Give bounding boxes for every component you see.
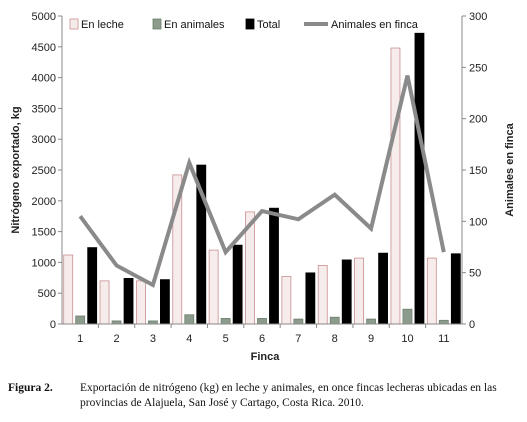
bar-en-animales-11 [438, 319, 449, 325]
bar-total-6 [269, 207, 279, 325]
bar-en-animales-6 [257, 318, 267, 325]
x-tick-label: 6 [259, 333, 265, 345]
chart: 0500100015002000250030003500400045005000… [10, 11, 516, 363]
bar-en-animales-10 [402, 308, 413, 325]
x-tick-label: 11 [438, 333, 449, 345]
x-tick-label: 8 [332, 333, 338, 345]
bar-total-10 [414, 32, 425, 325]
legend-swatch [152, 18, 162, 30]
bar-total-8 [341, 259, 352, 325]
bar-en-leche-2 [99, 280, 110, 325]
bar-total-2 [123, 278, 134, 325]
legend-swatch [69, 18, 79, 30]
y2-tick-label: 150 [469, 165, 487, 177]
bar-en-animales-5 [220, 318, 231, 325]
bar-en-animales-9 [366, 318, 376, 325]
legend-label: Animales en finca [331, 19, 419, 31]
bar-en-animales-4 [184, 314, 195, 325]
bar-en-leche-3 [136, 280, 146, 325]
y-tick-label: 5000 [32, 11, 56, 23]
bar-total-1 [87, 247, 98, 325]
bar-en-leche-10 [390, 47, 401, 325]
x-tick-label: 9 [368, 333, 374, 345]
y-tick-label: 0 [50, 319, 56, 331]
legend-swatch [245, 18, 255, 30]
bar-total-11 [450, 253, 461, 325]
y-tick-label: 2500 [32, 165, 56, 177]
bar-total-7 [305, 272, 316, 325]
legend-label: En leche [81, 19, 124, 31]
legend: En leche En animales Total Animales en finc… [69, 18, 419, 31]
x-tick-label: 10 [401, 333, 413, 345]
y2-tick-label: 0 [469, 319, 475, 331]
caption-text: Exportación de nitrógeno (kg) en leche y… [80, 382, 497, 409]
y-tick-label: 2000 [32, 196, 56, 208]
x-tick-label: 2 [113, 333, 119, 345]
x-tick-label: 4 [186, 333, 192, 345]
bar-total-9 [378, 252, 388, 325]
line-animales-en-finca [78, 75, 446, 288]
y-tick-label: 4000 [32, 73, 56, 85]
legend-label: En animales [164, 19, 225, 31]
bar-en-animales-8 [329, 316, 340, 325]
x-tick-label: 3 [150, 333, 156, 345]
bar-en-leche-9 [354, 257, 364, 325]
bar-total-3 [160, 279, 170, 325]
bar-en-leche-7 [281, 276, 292, 325]
bar-en-animales-7 [293, 318, 304, 325]
bar-total-5 [232, 244, 243, 325]
y2-axis-title: Animales en finca [504, 122, 516, 216]
y2-tick-label: 50 [469, 268, 481, 280]
y-tick-label: 1500 [32, 227, 56, 239]
x-tick-label: 7 [295, 333, 301, 345]
y-tick-label: 4500 [32, 42, 56, 54]
bar-en-leche-5 [208, 249, 219, 325]
legend-label: Total [257, 19, 280, 31]
y2-tick-label: 250 [469, 62, 487, 74]
y-tick-label: 500 [38, 288, 56, 300]
y-axis-title: Nitrógeno exportado, kg [10, 106, 22, 233]
y2-tick-label: 300 [469, 11, 487, 23]
y-tick-label: 1000 [32, 257, 56, 269]
bar-en-leche-8 [317, 265, 328, 325]
bar-en-leche-11 [426, 257, 437, 325]
bar-en-leche-1 [63, 254, 74, 325]
x-tick-label: 1 [77, 333, 83, 345]
y2-tick-label: 200 [469, 114, 487, 126]
bar-en-animales-1 [75, 315, 86, 325]
x-axis-title: Finca [251, 351, 281, 363]
x-tick-label: 5 [223, 333, 229, 345]
y-tick-label: 3500 [32, 103, 56, 115]
y2-tick-label: 100 [469, 216, 487, 228]
y-tick-label: 3000 [32, 134, 56, 146]
caption-label: Figura 2. [8, 382, 53, 394]
